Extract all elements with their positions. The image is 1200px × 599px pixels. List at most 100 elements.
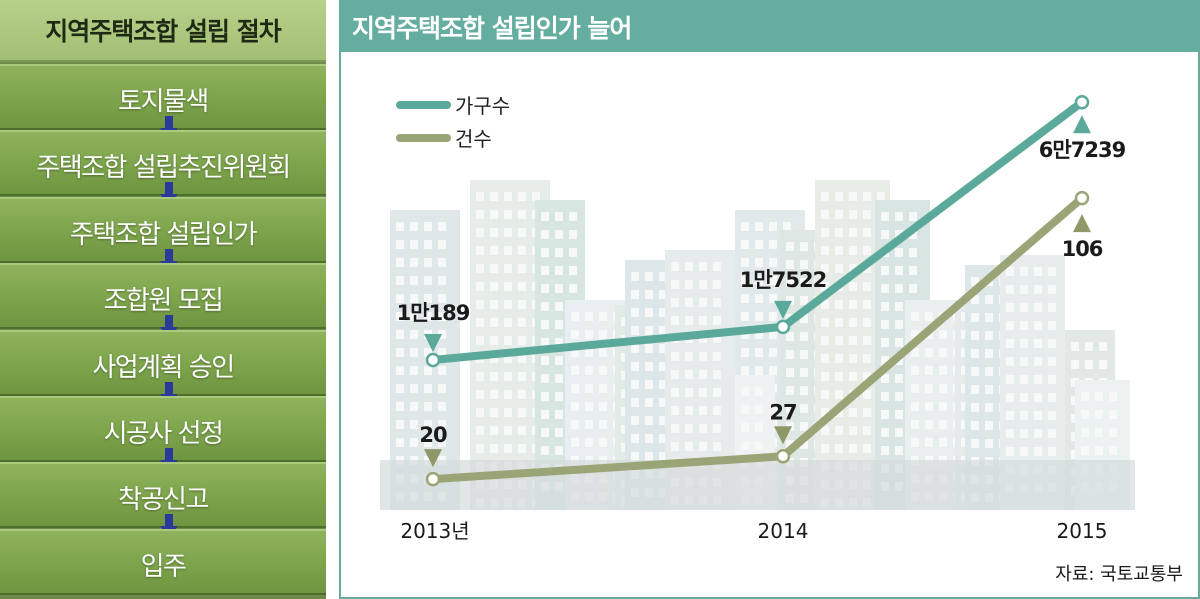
building-window [555,248,563,257]
building-window [571,348,579,357]
building-window [645,398,653,407]
building-window [659,380,667,389]
building-window [835,444,843,453]
building-window [939,366,947,375]
building-window [541,320,549,329]
building-window [925,438,933,447]
building-window [518,318,526,327]
building-window [555,392,563,401]
building-window [800,350,808,359]
procedure-title: 지역주택조합 설립 절차 [0,0,326,62]
building-window [800,296,808,305]
building-window [671,352,679,361]
building-window [1020,303,1028,312]
building-window [671,388,679,397]
procedure-panel: 지역주택조합 설립 절차 토지물색 주택조합 설립추진위원회 주택조합 설립인가 조합… [0,0,326,599]
building-window [699,442,707,451]
building-window [424,222,432,231]
x-tick-label: 2013년 [400,519,469,543]
building-window [755,366,763,375]
building-window [438,438,446,447]
building-window [821,372,829,381]
building-window [541,428,549,437]
building-window [490,390,498,399]
building-window [631,398,639,407]
building-window [490,246,498,255]
building-window [713,388,721,397]
building-window [985,295,993,304]
x-tick-label: 2015 [1057,519,1108,543]
building-window [786,404,794,413]
building-window [645,362,653,371]
building-window [1020,321,1028,330]
building-window [490,282,498,291]
building-window [518,390,526,399]
building-window [1085,342,1093,351]
building-window [755,423,763,432]
building-window [1034,447,1042,456]
building-window [1048,321,1056,330]
building-window [769,330,777,339]
building-window [911,402,919,411]
building-window [713,406,721,415]
building-window [541,446,549,455]
data-label: 106 [1062,237,1103,261]
building-window [645,326,653,335]
building-window [821,318,829,327]
building-window [396,366,404,375]
building-window [909,230,917,239]
building-window [1006,267,1014,276]
building-window [741,405,749,414]
building-window [800,440,808,449]
building-window [599,330,607,339]
building-window [1006,411,1014,420]
building-window [518,264,526,273]
building-window [1048,429,1056,438]
building-window [755,348,763,357]
building-window [971,421,979,430]
building-window [555,428,563,437]
building-window [518,282,526,291]
building-window [755,294,763,303]
building-window [800,404,808,413]
data-point [775,319,791,335]
building-window [881,356,889,365]
building-window [821,210,829,219]
building-window [1095,428,1103,437]
building-window [490,300,498,309]
building-window [863,318,871,327]
building-window [800,368,808,377]
building-window [396,348,404,357]
building-window [438,294,446,303]
building-window [1081,428,1089,437]
building-window [800,332,808,341]
building-window [490,192,498,201]
building-window [645,380,653,389]
building-window [396,384,404,393]
building-window [555,302,563,311]
building-window [699,316,707,325]
building-window [835,318,843,327]
source-note: 자료: 국토교통부 [1055,564,1183,585]
building-window [396,258,404,267]
building-window [971,277,979,286]
building-window [541,230,549,239]
building-window [835,336,843,345]
building-window [585,366,593,375]
building-window [645,452,653,461]
data-label: 1만7522 [740,268,826,292]
building-window [1048,267,1056,276]
building-window [571,384,579,393]
building-window [769,276,777,285]
building-window [849,408,857,417]
building-window [985,421,993,430]
building-window [786,368,794,377]
building-window [911,312,919,321]
building-window [410,348,418,357]
procedure-step [0,528,326,595]
building-window [925,312,933,321]
building-window [800,422,808,431]
building-window [571,438,579,447]
building-window [645,416,653,425]
building-window [541,212,549,221]
